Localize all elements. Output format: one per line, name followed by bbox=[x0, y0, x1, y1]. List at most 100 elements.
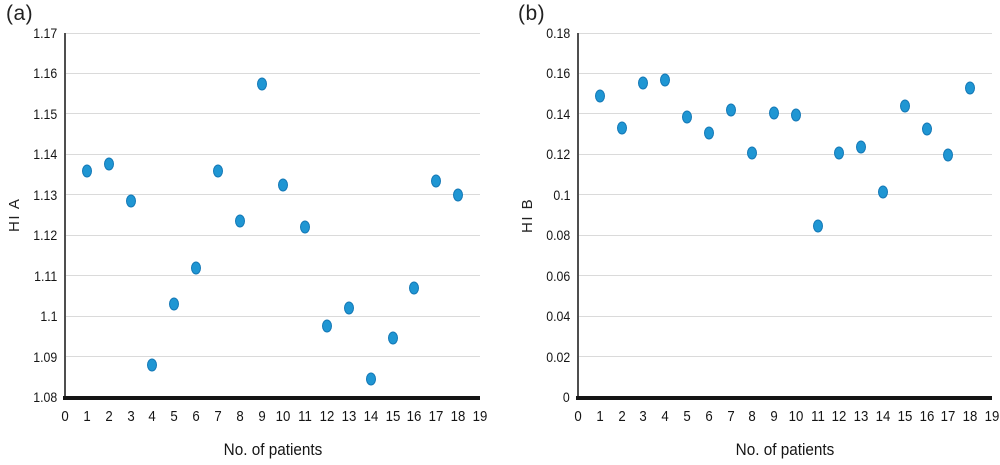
scatter-point bbox=[212, 164, 223, 177]
scatter-point bbox=[856, 140, 867, 154]
scatter-point bbox=[147, 358, 158, 372]
plot-area-a: HI A 1.08 1.09 1.1 1.11 1.12 1.13 1.14 1.15 1.16… bbox=[6, 25, 487, 459]
x-tick-label: 13 bbox=[853, 408, 869, 425]
x-tick-label: 12 bbox=[319, 408, 335, 425]
y-tick-label: 0.16 bbox=[546, 65, 570, 82]
x-tick-label: 18 bbox=[450, 408, 466, 425]
x-tick-label: 0 bbox=[574, 408, 582, 425]
x-tick-label: 19 bbox=[472, 408, 488, 425]
y-tick-label: 1.12 bbox=[33, 227, 57, 244]
scatter-point bbox=[834, 146, 845, 160]
x-tick-label: 14 bbox=[875, 408, 891, 425]
scatter-point bbox=[660, 73, 671, 86]
panel-tag-b: (b) bbox=[518, 2, 546, 25]
scatter-point bbox=[943, 148, 954, 162]
scatter-point bbox=[125, 194, 136, 208]
gridline bbox=[578, 72, 992, 74]
gridline bbox=[578, 194, 992, 196]
scatter-point bbox=[921, 122, 932, 136]
scatter-point bbox=[169, 297, 180, 311]
x-tick-label: 17 bbox=[941, 408, 956, 425]
scatter-point bbox=[594, 89, 605, 103]
y-tick-label: 1.11 bbox=[33, 267, 57, 284]
x-tick-label: 3 bbox=[639, 408, 648, 425]
scatter-point bbox=[103, 157, 114, 171]
x-tick-label: 15 bbox=[897, 408, 913, 425]
x-tick-label: 11 bbox=[298, 408, 313, 425]
scatter-point bbox=[703, 126, 714, 140]
panel-b: (b) HI B 0 0.02 0.04 0.06 0.08 0.1 0.12 0.14 0.1… bbox=[500, 0, 1000, 465]
x-tick-label: 18 bbox=[962, 408, 978, 425]
gridline bbox=[578, 356, 992, 358]
gridline bbox=[578, 234, 992, 236]
y-tick-label: 1.09 bbox=[33, 348, 57, 365]
scatter-point bbox=[790, 108, 801, 122]
x-tick-label: 9 bbox=[770, 408, 778, 425]
scatter-point bbox=[812, 219, 823, 233]
x-tick-label: 4 bbox=[661, 408, 669, 425]
x-tick-label: 2 bbox=[105, 408, 113, 425]
gridline bbox=[65, 356, 480, 358]
points-layer-a bbox=[65, 33, 480, 397]
x-tick-label: 16 bbox=[919, 408, 934, 425]
gridline bbox=[65, 32, 480, 34]
gridline bbox=[578, 113, 992, 115]
y-tick-label: 0.08 bbox=[546, 227, 570, 244]
x-tick-label: 4 bbox=[148, 408, 157, 425]
x-axis-line-b bbox=[576, 396, 992, 400]
scatter-point bbox=[191, 261, 202, 275]
y-tick-label: 1.14 bbox=[33, 146, 57, 163]
scatter-point bbox=[365, 372, 376, 386]
x-tick-label: 2 bbox=[617, 408, 626, 425]
scatter-point bbox=[431, 174, 442, 188]
gridline bbox=[65, 275, 480, 277]
x-tick-label: 9 bbox=[257, 408, 266, 425]
gridline bbox=[65, 315, 480, 317]
x-tick-label: 11 bbox=[810, 408, 825, 425]
xticks-layer-b: 0 1 2 3 4 5 6 7 8 9 10 11 12 13 14 15 16 17 18 19 bbox=[574, 33, 999, 425]
y-tick-label: 1.13 bbox=[33, 186, 57, 203]
x-tick-label: 17 bbox=[428, 408, 444, 425]
y-tick-label: 1.15 bbox=[33, 105, 57, 122]
y-axis-label-a: HI A bbox=[6, 197, 23, 233]
scatter-point bbox=[343, 301, 354, 315]
y-tick-label: 1.1 bbox=[39, 308, 57, 325]
y-tick-label: 0.1 bbox=[552, 186, 570, 203]
y-tick-label: 0.06 bbox=[546, 267, 570, 284]
x-tick-label: 7 bbox=[214, 408, 222, 425]
scatter-point bbox=[234, 214, 245, 228]
scatter-point bbox=[616, 121, 627, 135]
gridline bbox=[65, 234, 480, 236]
x-tick-label: 6 bbox=[705, 408, 713, 425]
scatter-point bbox=[387, 331, 398, 345]
x-tick-label: 16 bbox=[407, 408, 422, 425]
x-tick-label: 10 bbox=[788, 408, 804, 425]
gridline bbox=[65, 194, 480, 196]
scatter-point bbox=[278, 178, 289, 192]
y-tick-label: 1.17 bbox=[33, 25, 57, 41]
y-tick-label: 0 bbox=[563, 389, 570, 405]
x-tick-label: 8 bbox=[236, 408, 244, 425]
scatter-point bbox=[725, 103, 736, 117]
scatter-point bbox=[681, 110, 692, 124]
gridline bbox=[65, 113, 480, 115]
scatter-point bbox=[965, 81, 976, 95]
x-tick-label: 14 bbox=[363, 408, 379, 425]
x-tick-label: 12 bbox=[832, 408, 847, 425]
scatter-point bbox=[322, 319, 333, 333]
x-tick-label: 13 bbox=[341, 408, 357, 425]
y-axis-line-a bbox=[64, 33, 66, 400]
scatter-point bbox=[453, 188, 464, 202]
gridline bbox=[65, 153, 480, 155]
x-tick-label: 7 bbox=[726, 408, 735, 425]
x-tick-label: 10 bbox=[276, 408, 291, 425]
yticks-layer-b: 0 0.02 0.04 0.06 0.08 0.1 0.12 0.14 0.16 0.18 bbox=[546, 25, 992, 405]
x-tick-label: 6 bbox=[192, 408, 200, 425]
scatter-point bbox=[878, 185, 889, 199]
x-axis-label-b: No. of patients bbox=[735, 440, 835, 459]
scatter-point bbox=[300, 220, 311, 234]
scatter-point bbox=[899, 99, 910, 113]
points-layer-b bbox=[578, 33, 992, 397]
y-tick-label: 0.04 bbox=[546, 308, 570, 325]
